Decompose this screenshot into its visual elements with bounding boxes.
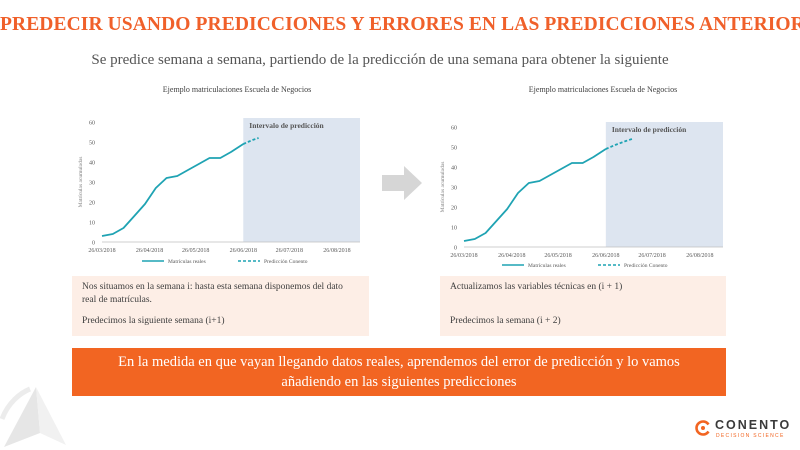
y-tick-label: 60 xyxy=(451,126,457,132)
chart-svg: Intervalo de predicción Ejemplo matricula… xyxy=(440,85,723,269)
x-tick-label: 26/08/2018 xyxy=(323,248,350,254)
x-tick-label: 26/07/2018 xyxy=(638,253,665,259)
y-tick-label: 40 xyxy=(451,166,457,172)
legend-label: Matrículas reales xyxy=(168,259,206,265)
series-actual-line xyxy=(463,148,607,242)
chart-title: Ejemplo matriculaciones Escuela de Negoc… xyxy=(529,85,677,94)
conclusion-banner: En la medida en que vayan llegando datos… xyxy=(72,348,726,396)
x-tick-label: 26/03/2018 xyxy=(450,253,477,259)
y-tick-label: 30 xyxy=(451,186,457,192)
legend-label: Matrículas reales xyxy=(528,263,566,269)
note-left-text: Nos situamos en la semana i: hasta esta … xyxy=(82,282,343,305)
note-left: Nos situamos en la semana i: hasta esta … xyxy=(72,276,369,336)
x-tick-label: 26/03/2018 xyxy=(88,248,115,254)
x-tick-label: 26/04/2018 xyxy=(498,253,525,259)
conento-logo-icon xyxy=(695,420,710,436)
legend-label: Predicción Conento xyxy=(624,263,668,269)
x-tick-label: 26/05/2018 xyxy=(182,248,209,254)
region-label: Intervalo de predicción xyxy=(612,125,687,134)
y-tick-label: 60 xyxy=(89,121,95,127)
y-tick-label: 50 xyxy=(89,141,95,147)
series-actual-line xyxy=(101,143,244,237)
prediction-region xyxy=(243,118,360,242)
y-tick-label: 10 xyxy=(89,221,95,227)
logo-tagline: DECISION SCIENCE xyxy=(716,433,785,439)
y-tick-label: 50 xyxy=(451,146,457,152)
logo-name: CONENTO xyxy=(715,418,792,432)
region-label: Intervalo de predicción xyxy=(249,121,324,130)
x-tick-label: 26/07/2018 xyxy=(276,248,303,254)
x-tick-label: 26/05/2018 xyxy=(544,253,571,259)
y-axis-label: Matrículas acumuladas xyxy=(440,162,446,213)
note-right-text: Actualizamos las variables técnicas en (… xyxy=(450,282,623,292)
chart-right: Intervalo de predicción Ejemplo matricula… xyxy=(432,82,732,272)
series-prediction-line xyxy=(605,138,633,150)
note-right: Actualizamos las variables técnicas en (… xyxy=(440,276,726,336)
series-prediction-line xyxy=(242,137,259,145)
note-left-text-2: Predecimos la siguiente semana (i+1) xyxy=(82,316,225,326)
note-right-text-2: Predecimos la semana (i + 2) xyxy=(450,316,561,326)
prediction-region xyxy=(605,122,723,247)
arrow-right-icon xyxy=(382,166,422,200)
y-axis-label: Matrículas acumuladas xyxy=(78,157,84,208)
x-tick-label: 26/08/2018 xyxy=(686,253,713,259)
y-tick-label: 20 xyxy=(451,206,457,212)
x-tick-label: 26/06/2018 xyxy=(230,248,257,254)
y-tick-label: 0 xyxy=(92,241,95,247)
logo: CONENTO DECISION SCIENCE xyxy=(695,418,795,444)
conclusion-text: En la medida en que vayan llegando datos… xyxy=(118,354,680,390)
chart-title: Ejemplo matriculaciones Escuela de Negoc… xyxy=(163,85,311,94)
page-subtitle: Se predice semana a semana, partiendo de… xyxy=(91,52,669,68)
y-tick-label: 0 xyxy=(454,246,457,252)
y-tick-label: 10 xyxy=(451,226,457,232)
chart-svg: Intervalo de predicción Ejemplo matricula… xyxy=(78,85,360,265)
y-tick-label: 20 xyxy=(89,201,95,207)
chart-left: Intervalo de predicción Ejemplo matricula… xyxy=(72,82,372,272)
x-tick-label: 26/06/2018 xyxy=(592,253,619,259)
x-tick-label: 26/04/2018 xyxy=(136,248,163,254)
y-tick-label: 30 xyxy=(89,181,95,187)
legend-label: Predicción Conento xyxy=(264,259,308,265)
compass-arrow-icon xyxy=(0,386,66,447)
y-tick-label: 40 xyxy=(89,161,95,167)
page-title: PREDECIR USANDO PREDICCIONES Y ERRORES E… xyxy=(0,14,800,35)
